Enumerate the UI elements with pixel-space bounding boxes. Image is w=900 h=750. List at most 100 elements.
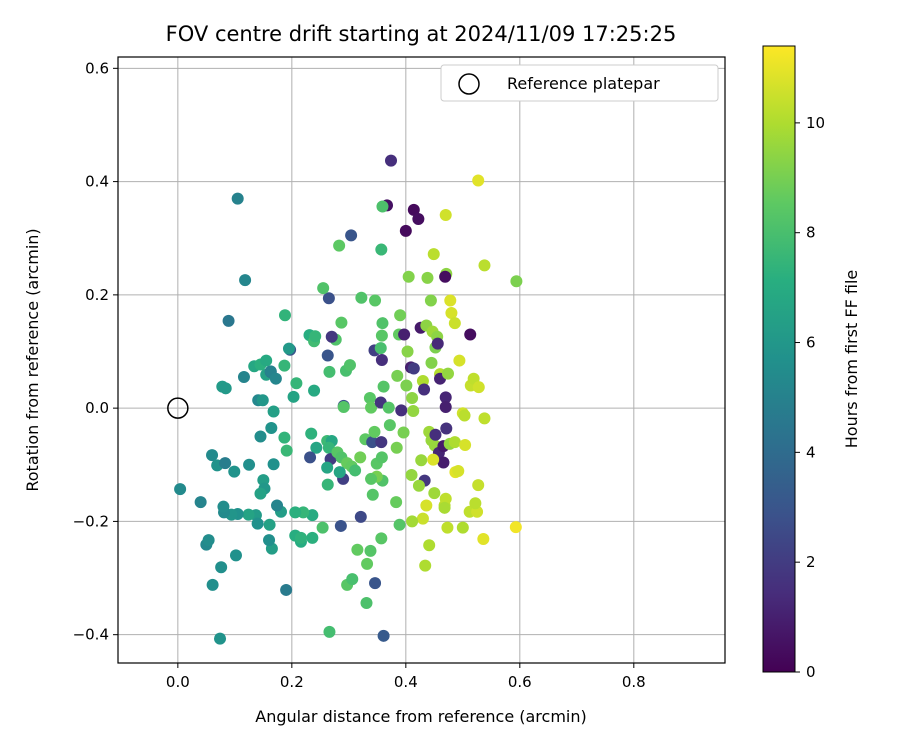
colorbar-ticks: 0 2 4 6 8 10	[795, 114, 825, 681]
y-axis-label: Rotation from reference (arcmin)	[23, 228, 42, 491]
data-point	[427, 453, 440, 466]
data-point	[282, 342, 295, 355]
data-point	[405, 468, 418, 481]
legend: Reference platepar	[440, 64, 719, 102]
x-tick-label: 0.2	[280, 673, 304, 691]
data-point	[346, 573, 359, 586]
data-point	[333, 466, 346, 479]
data-point	[420, 499, 433, 512]
x-axis-label: Angular distance from reference (arcmin)	[255, 707, 586, 726]
plot-frame	[117, 56, 726, 664]
data-point	[469, 497, 482, 510]
data-point	[407, 203, 420, 216]
data-point	[267, 458, 280, 471]
data-point	[472, 381, 485, 394]
legend-box	[440, 64, 719, 102]
data-point	[510, 275, 523, 288]
reference-platepar-marker	[167, 397, 189, 419]
data-point	[323, 365, 336, 378]
data-point	[456, 521, 469, 534]
data-point	[376, 317, 389, 330]
data-points	[174, 154, 523, 645]
data-point	[439, 209, 452, 222]
data-point	[251, 517, 264, 530]
data-point	[459, 438, 472, 451]
data-point	[206, 449, 219, 462]
colorbar-tick-label: 10	[806, 114, 825, 132]
data-point	[477, 532, 490, 545]
colorbar-gradient	[762, 45, 796, 673]
grid	[118, 57, 725, 663]
data-point	[361, 557, 374, 570]
data-point	[401, 345, 414, 358]
data-point	[395, 404, 408, 417]
data-point	[321, 349, 334, 362]
y-tick-label: 0.6	[85, 59, 109, 77]
data-point	[345, 229, 358, 242]
data-point	[269, 372, 282, 385]
data-point	[334, 519, 347, 532]
colorbar-tick-label: 4	[806, 443, 816, 461]
data-point	[444, 294, 457, 307]
data-point	[363, 391, 376, 404]
data-point	[452, 465, 465, 478]
data-point	[509, 521, 522, 534]
data-point	[306, 509, 319, 522]
data-point	[439, 492, 452, 505]
data-point	[280, 583, 293, 596]
data-point	[214, 632, 227, 645]
data-point	[239, 274, 252, 287]
data-point	[215, 561, 228, 574]
data-point	[194, 496, 207, 509]
data-point	[453, 354, 466, 367]
data-point	[375, 451, 388, 464]
y-tick-label: 0.4	[85, 173, 109, 191]
data-point	[418, 383, 431, 396]
data-point	[415, 454, 428, 467]
data-point	[202, 534, 215, 547]
data-point	[278, 309, 291, 322]
data-point	[442, 367, 455, 380]
data-point	[308, 384, 321, 397]
data-point	[321, 478, 334, 491]
data-point	[375, 532, 388, 545]
x-axis-ticks: 0.0 0.2 0.4 0.6 0.8	[166, 663, 646, 691]
data-point	[472, 479, 485, 492]
data-point	[421, 271, 434, 284]
data-point	[229, 549, 242, 562]
data-point	[305, 427, 318, 440]
data-point	[375, 436, 388, 449]
data-point	[385, 154, 398, 167]
colorbar-tick-label: 0	[806, 663, 816, 681]
data-point	[263, 534, 276, 547]
data-point	[416, 512, 429, 525]
x-tick-label: 0.6	[508, 673, 532, 691]
data-point	[280, 444, 293, 457]
data-point	[228, 465, 241, 478]
data-point	[309, 330, 322, 343]
data-point	[263, 518, 276, 531]
data-point	[254, 430, 267, 443]
data-point	[429, 428, 442, 441]
data-point	[399, 224, 412, 237]
data-point	[458, 409, 471, 422]
x-tick-label: 0.8	[622, 673, 646, 691]
data-point	[390, 441, 403, 454]
data-point	[402, 270, 415, 283]
data-point	[325, 330, 338, 343]
data-point	[355, 291, 368, 304]
data-point	[445, 306, 458, 319]
chart-title: FOV centre drift starting at 2024/11/09 …	[166, 22, 677, 46]
data-point	[323, 625, 336, 638]
data-point	[464, 328, 477, 341]
data-point	[254, 487, 267, 500]
data-point	[304, 451, 317, 464]
data-point	[366, 436, 379, 449]
data-point	[368, 425, 381, 438]
data-point	[383, 419, 396, 432]
data-point	[365, 401, 378, 414]
colorbar-label: Hours from first FF file	[842, 270, 861, 449]
data-point	[375, 354, 388, 366]
data-point	[206, 578, 219, 591]
data-point	[219, 382, 232, 395]
